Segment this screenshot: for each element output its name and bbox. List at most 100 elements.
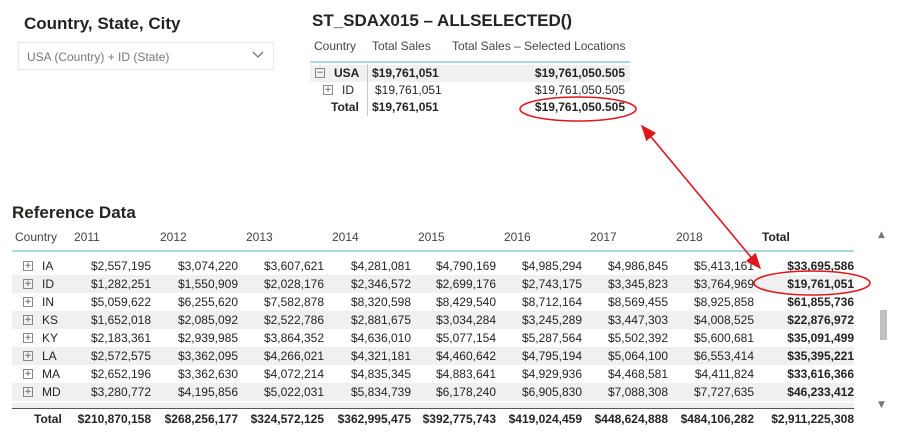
row-year-cell: $3,034,284 [435, 313, 496, 327]
ref-footer-label: Total [34, 412, 62, 426]
row-year-cell: $6,178,240 [435, 385, 496, 399]
row-total-cell: $33,695,586 [787, 259, 854, 273]
matrix-header-rule [310, 61, 630, 63]
ref-header-2016[interactable]: 2016 [504, 230, 531, 244]
row-year-cell: $2,183,361 [90, 331, 151, 345]
expand-row-icon[interactable]: + [23, 261, 33, 271]
ref-footer-2015: $392,775,743 [422, 412, 496, 426]
row-total-cell: $61,855,736 [787, 295, 854, 309]
matrix-title: ST_SDAX015 – ALLSELECTED() [312, 11, 573, 30]
row-year-cell: $4,281,081 [350, 259, 411, 273]
table-row[interactable] [12, 365, 854, 383]
row-state-label: IN [42, 295, 54, 309]
row-year-cell: $4,008,525 [693, 313, 754, 327]
row-year-cell: $2,557,195 [90, 259, 151, 273]
row-total-cell: $33,616,366 [787, 367, 854, 381]
ref-footer-2017: $448,624,888 [594, 412, 668, 426]
expand-row-icon[interactable]: + [23, 387, 33, 397]
row-year-cell: $4,460,642 [435, 349, 496, 363]
highlight-ellipse-reference [753, 270, 871, 296]
table-row[interactable] [12, 347, 854, 365]
row-year-cell: $6,905,830 [521, 385, 582, 399]
chevron-down-icon[interactable] [251, 48, 265, 62]
location-slicer-dropdown[interactable]: USA (Country) + ID (State) [18, 42, 274, 70]
ref-footer-2014: $362,995,475 [337, 412, 411, 426]
expand-row-icon[interactable]: + [23, 333, 33, 343]
slicer-title: Country, State, City [24, 14, 181, 33]
row-year-cell: $4,790,169 [435, 259, 496, 273]
row-year-cell: $3,362,095 [177, 349, 238, 363]
row-total-cell: $35,395,221 [787, 349, 854, 363]
row-year-cell: $4,468,581 [607, 367, 668, 381]
matrix-row-id[interactable] [310, 82, 630, 99]
expand-id-icon[interactable]: + [323, 85, 333, 95]
row-year-cell: $5,287,564 [521, 331, 582, 345]
scroll-up-icon[interactable]: ▲ [878, 230, 885, 240]
expand-row-icon[interactable]: + [23, 279, 33, 289]
collapse-usa-icon[interactable]: − [315, 68, 325, 78]
row-year-cell: $4,985,294 [521, 259, 582, 273]
ref-header-2017[interactable]: 2017 [590, 230, 617, 244]
row-year-cell: $8,320,598 [350, 295, 411, 309]
row-total-cell: $35,091,499 [787, 331, 854, 345]
row-year-cell: $2,652,196 [90, 367, 151, 381]
row-year-cell: $4,411,824 [694, 367, 754, 381]
table-row[interactable] [12, 311, 854, 329]
ref-header-2013[interactable]: 2013 [246, 230, 273, 244]
matrix-row-usa[interactable] [310, 65, 630, 82]
row-year-cell: $4,929,936 [521, 367, 582, 381]
scrollbar-thumb[interactable] [880, 310, 887, 340]
matrix-header-country[interactable]: Country [314, 39, 357, 53]
row-year-cell: $7,727,635 [693, 385, 754, 399]
row-year-cell: $3,280,772 [90, 385, 151, 399]
expand-row-icon[interactable]: + [23, 315, 33, 325]
ref-header-total[interactable]: Total [762, 230, 790, 244]
row-total-cell: $19,761,051 [787, 277, 854, 291]
row-year-cell: $1,652,018 [90, 313, 151, 327]
row-year-cell: $3,864,352 [263, 331, 324, 345]
expand-row-icon[interactable]: + [23, 351, 33, 361]
row-year-cell: $4,883,641 [435, 367, 496, 381]
matrix-cell-usa-selected: $19,761,050.505 [534, 66, 625, 80]
ref-footer-2013: $324,572,125 [250, 412, 324, 426]
expand-row-icon[interactable]: + [23, 369, 33, 379]
row-year-cell: $2,881,675 [350, 313, 411, 327]
ref-header-rule [12, 250, 854, 252]
table-row[interactable] [12, 383, 854, 401]
row-year-cell: $4,195,856 [177, 385, 238, 399]
row-year-cell: $2,939,985 [177, 331, 238, 345]
row-year-cell: $3,447,303 [607, 313, 668, 327]
ref-header-2015[interactable]: 2015 [418, 230, 445, 244]
row-year-cell: $1,282,251 [90, 277, 151, 291]
ref-header-2014[interactable]: 2014 [332, 230, 359, 244]
row-year-cell: $3,764,969 [693, 277, 754, 291]
row-year-cell: $2,699,176 [435, 277, 496, 291]
row-total-cell: $46,233,412 [787, 385, 854, 399]
matrix-row-label-total: Total [331, 100, 359, 114]
table-row[interactable] [12, 275, 854, 293]
row-year-cell: $5,059,622 [90, 295, 151, 309]
row-year-cell: $8,429,540 [435, 295, 496, 309]
row-year-cell: $5,834,739 [350, 385, 411, 399]
row-year-cell: $6,255,620 [177, 295, 238, 309]
expand-row-icon[interactable]: + [23, 297, 33, 307]
row-year-cell: $3,245,289 [521, 313, 582, 327]
ref-header-2011[interactable]: 2011 [74, 230, 100, 244]
ref-header-2012[interactable]: 2012 [160, 230, 187, 244]
table-row[interactable] [12, 329, 854, 347]
row-state-label: IA [42, 259, 54, 273]
row-year-cell: $4,636,010 [350, 331, 411, 345]
row-year-cell: $4,321,181 [350, 349, 411, 363]
row-year-cell: $7,582,878 [263, 295, 324, 309]
row-year-cell: $2,743,175 [521, 277, 582, 291]
matrix-cell-id-selected: $19,761,050.505 [534, 83, 625, 97]
matrix-header-selected-locations[interactable]: Total Sales – Selected Locations [452, 39, 626, 53]
table-row[interactable] [12, 293, 854, 311]
matrix-cell-id-sales: $19,761,051 [375, 83, 442, 97]
matrix-cell-usa-sales: $19,761,051 [372, 66, 439, 80]
row-year-cell: $2,346,572 [350, 277, 411, 291]
clipped-row [12, 403, 854, 408]
ref-header-country[interactable]: Country [15, 230, 58, 244]
scroll-down-icon[interactable]: ▼ [878, 400, 885, 410]
matrix-header-total-sales[interactable]: Total Sales [372, 39, 431, 53]
